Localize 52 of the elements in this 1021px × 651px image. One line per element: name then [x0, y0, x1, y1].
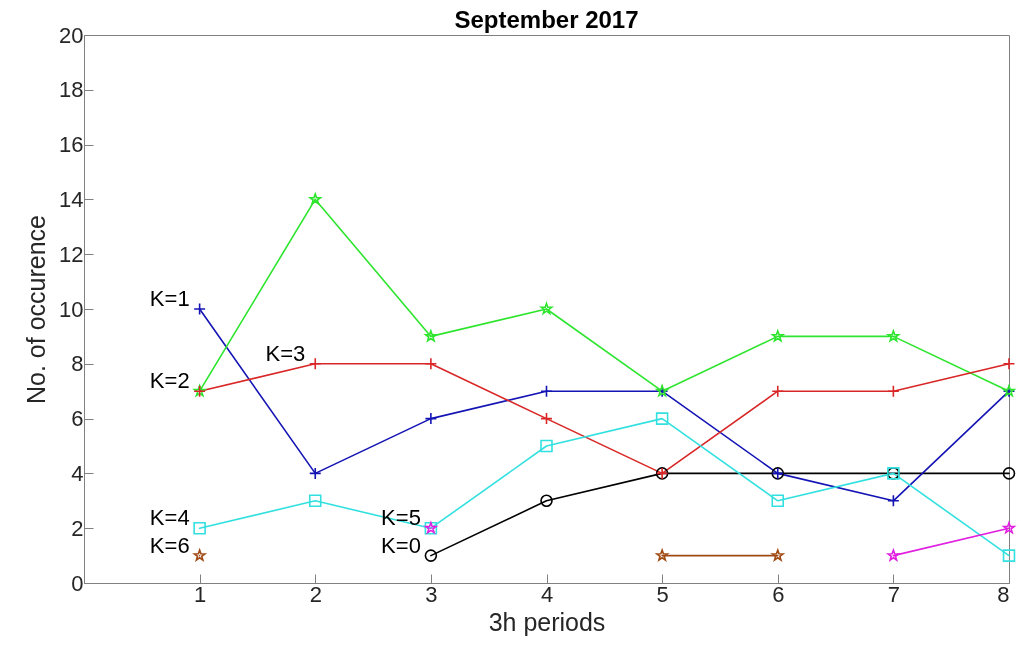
point: [193, 302, 206, 316]
point: [1002, 521, 1016, 534]
y-tick-label: 18: [59, 77, 84, 103]
point: [540, 302, 553, 315]
point: [308, 467, 322, 480]
series-label: K=4: [149, 505, 190, 531]
y-tick-label: 12: [59, 241, 84, 267]
x-tick-label: 4: [540, 581, 554, 607]
x-tick-label: 7: [887, 581, 900, 607]
y-tick-label: 20: [59, 22, 84, 48]
y-tick-label: 0: [71, 570, 84, 596]
x-axis-title: 3h periods: [488, 607, 606, 636]
y-tick-label: 14: [59, 186, 84, 212]
point: [887, 494, 900, 508]
point: [771, 494, 785, 508]
series-label: K=0: [381, 532, 421, 558]
y-axis-title: No. of occurence: [22, 215, 51, 404]
point: [1002, 467, 1016, 480]
point: [1002, 549, 1016, 562]
point: [193, 521, 206, 535]
point: [193, 549, 206, 561]
point: [424, 412, 438, 425]
point: [887, 384, 900, 398]
y-tick-label: 6: [71, 406, 84, 432]
y-tick-label: 16: [59, 132, 84, 158]
series-label: K=6: [149, 532, 190, 558]
x-tick-label: 6: [772, 581, 785, 607]
point: [1002, 357, 1016, 371]
y-tick-label: 2: [71, 515, 84, 541]
x-tick-label: 1: [194, 581, 207, 607]
series-label: K=1: [149, 286, 190, 311]
point: [424, 549, 438, 562]
point: [771, 384, 785, 398]
point: [655, 412, 669, 425]
point: [308, 494, 322, 508]
point: [540, 494, 553, 508]
x-tick-label: 3: [425, 581, 438, 607]
point: [887, 549, 900, 561]
point: [540, 412, 553, 425]
y-tick-label: 8: [71, 351, 84, 377]
series-label: K=3: [265, 340, 306, 366]
series-label: K=2: [149, 368, 190, 394]
x-tick-label: 5: [656, 581, 669, 607]
y-tick-label: 10: [59, 296, 84, 322]
point: [308, 357, 322, 371]
x-tick-label: 8: [997, 581, 1010, 607]
x-tick-label: 2: [309, 581, 322, 607]
chart-title: September 2017: [454, 6, 639, 33]
point: [540, 384, 553, 398]
point: [540, 439, 553, 453]
point: [424, 357, 438, 371]
y-tick-label: 4: [71, 460, 84, 486]
